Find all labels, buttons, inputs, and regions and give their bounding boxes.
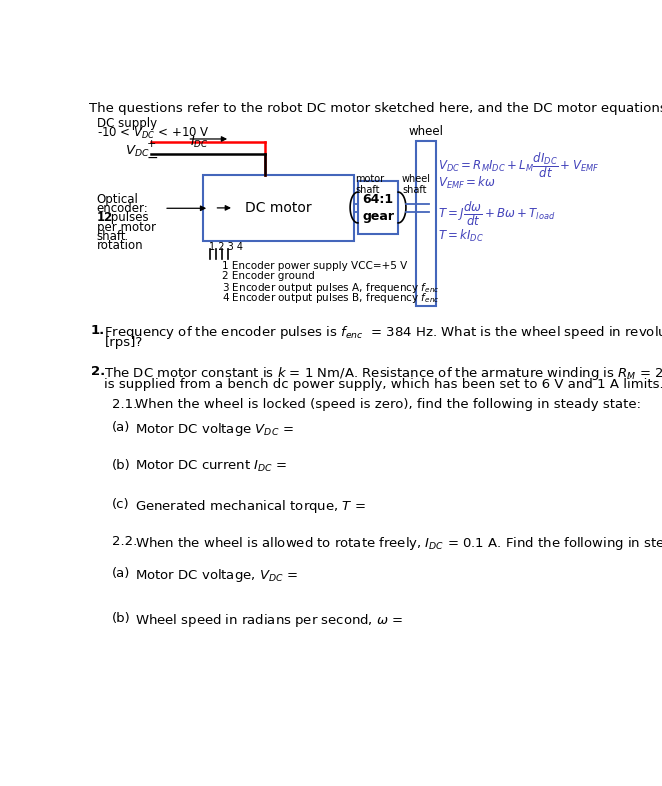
Text: 64:1
gear: 64:1 gear xyxy=(362,193,394,222)
Text: $I_{DC}$: $I_{DC}$ xyxy=(190,135,209,150)
Text: $V_{DC} = R_M I_{DC} + L_M \dfrac{dI_{DC}}{dt} + V_{EMF}$: $V_{DC} = R_M I_{DC} + L_M \dfrac{dI_{DC… xyxy=(438,150,599,179)
Bar xyxy=(416,141,436,306)
Text: 3 Encoder output pulses A, frequency $f_{enc}$: 3 Encoder output pulses A, frequency $f_… xyxy=(222,281,440,295)
Text: 1.: 1. xyxy=(91,324,105,336)
Text: Motor DC current $I_{DC}$ =: Motor DC current $I_{DC}$ = xyxy=(136,459,288,475)
Text: 2.: 2. xyxy=(91,365,105,378)
Text: (c): (c) xyxy=(112,498,130,511)
Text: When the wheel is allowed to rotate freely, $I_{DC}$ = 0.1 A. Find the following: When the wheel is allowed to rotate free… xyxy=(136,534,662,552)
Text: 2.1.: 2.1. xyxy=(112,398,138,411)
Bar xyxy=(358,182,398,233)
Text: When the wheel is locked (speed is zero), find the following in steady state:: When the wheel is locked (speed is zero)… xyxy=(136,398,641,411)
Text: 1 Encoder power supply VCC=+5 V: 1 Encoder power supply VCC=+5 V xyxy=(222,261,408,270)
Text: Wheel speed in radians per second, $\omega$ =: Wheel speed in radians per second, $\ome… xyxy=(136,612,404,629)
Text: $T = J\dfrac{d\omega}{dt} + B\omega + T_{load}$: $T = J\dfrac{d\omega}{dt} + B\omega + T_… xyxy=(438,200,555,228)
Text: (a): (a) xyxy=(112,567,130,580)
Text: DC motor: DC motor xyxy=(245,201,312,215)
Text: The DC motor constant is $k$ = 1 Nm/A. Resistance of the armature winding is $R_: The DC motor constant is $k$ = 1 Nm/A. R… xyxy=(105,365,662,382)
Text: Optical: Optical xyxy=(97,193,138,206)
Text: 2 Encoder ground: 2 Encoder ground xyxy=(222,270,315,281)
Text: $V_{DC}$: $V_{DC}$ xyxy=(125,145,150,160)
Text: rotation: rotation xyxy=(97,239,144,252)
Text: motor
shaft: motor shaft xyxy=(355,174,385,195)
Text: Generated mechanical torque, $T$ =: Generated mechanical torque, $T$ = xyxy=(136,498,366,515)
Text: Frequency of the encoder pulses is $f_{enc}$  = 384 Hz. What is the wheel speed : Frequency of the encoder pulses is $f_{e… xyxy=(105,324,662,341)
Text: 2.2.: 2.2. xyxy=(112,534,138,548)
Bar xyxy=(203,175,354,241)
Text: wheel
shaft: wheel shaft xyxy=(402,174,431,195)
Text: $T = kI_{DC}$: $T = kI_{DC}$ xyxy=(438,227,484,244)
Text: 12: 12 xyxy=(97,211,113,224)
Text: per motor: per motor xyxy=(97,221,156,233)
Text: is supplied from a bench dc power supply, which has been set to 6 V and 1 A limi: is supplied from a bench dc power supply… xyxy=(105,378,662,391)
Text: (b): (b) xyxy=(112,459,131,472)
Text: +: + xyxy=(146,139,156,149)
Text: pulses: pulses xyxy=(107,211,148,224)
Text: −: − xyxy=(146,151,158,164)
Text: -10 < $V_{DC}$ < +10 V: -10 < $V_{DC}$ < +10 V xyxy=(97,126,209,141)
Text: Motor DC voltage $V_{DC}$ =: Motor DC voltage $V_{DC}$ = xyxy=(136,421,294,438)
Text: encoder:: encoder: xyxy=(97,202,148,215)
Text: DC supply: DC supply xyxy=(97,116,157,130)
Text: Motor DC voltage, $V_{DC}$ =: Motor DC voltage, $V_{DC}$ = xyxy=(136,567,299,584)
Text: $V_{EMF} = k\omega$: $V_{EMF} = k\omega$ xyxy=(438,175,496,191)
Text: shaft: shaft xyxy=(97,230,126,243)
Text: (b): (b) xyxy=(112,612,131,625)
Text: 1 2 3 4: 1 2 3 4 xyxy=(209,242,243,252)
Text: [rps]?: [rps]? xyxy=(105,336,143,349)
Text: wheel: wheel xyxy=(408,125,444,138)
Text: (a): (a) xyxy=(112,421,130,434)
Text: The questions refer to the robot DC motor sketched here, and the DC motor equati: The questions refer to the robot DC moto… xyxy=(89,102,662,115)
Text: 4 Encoder output pulses B, frequency $f_{enc}$: 4 Encoder output pulses B, frequency $f_… xyxy=(222,291,440,305)
